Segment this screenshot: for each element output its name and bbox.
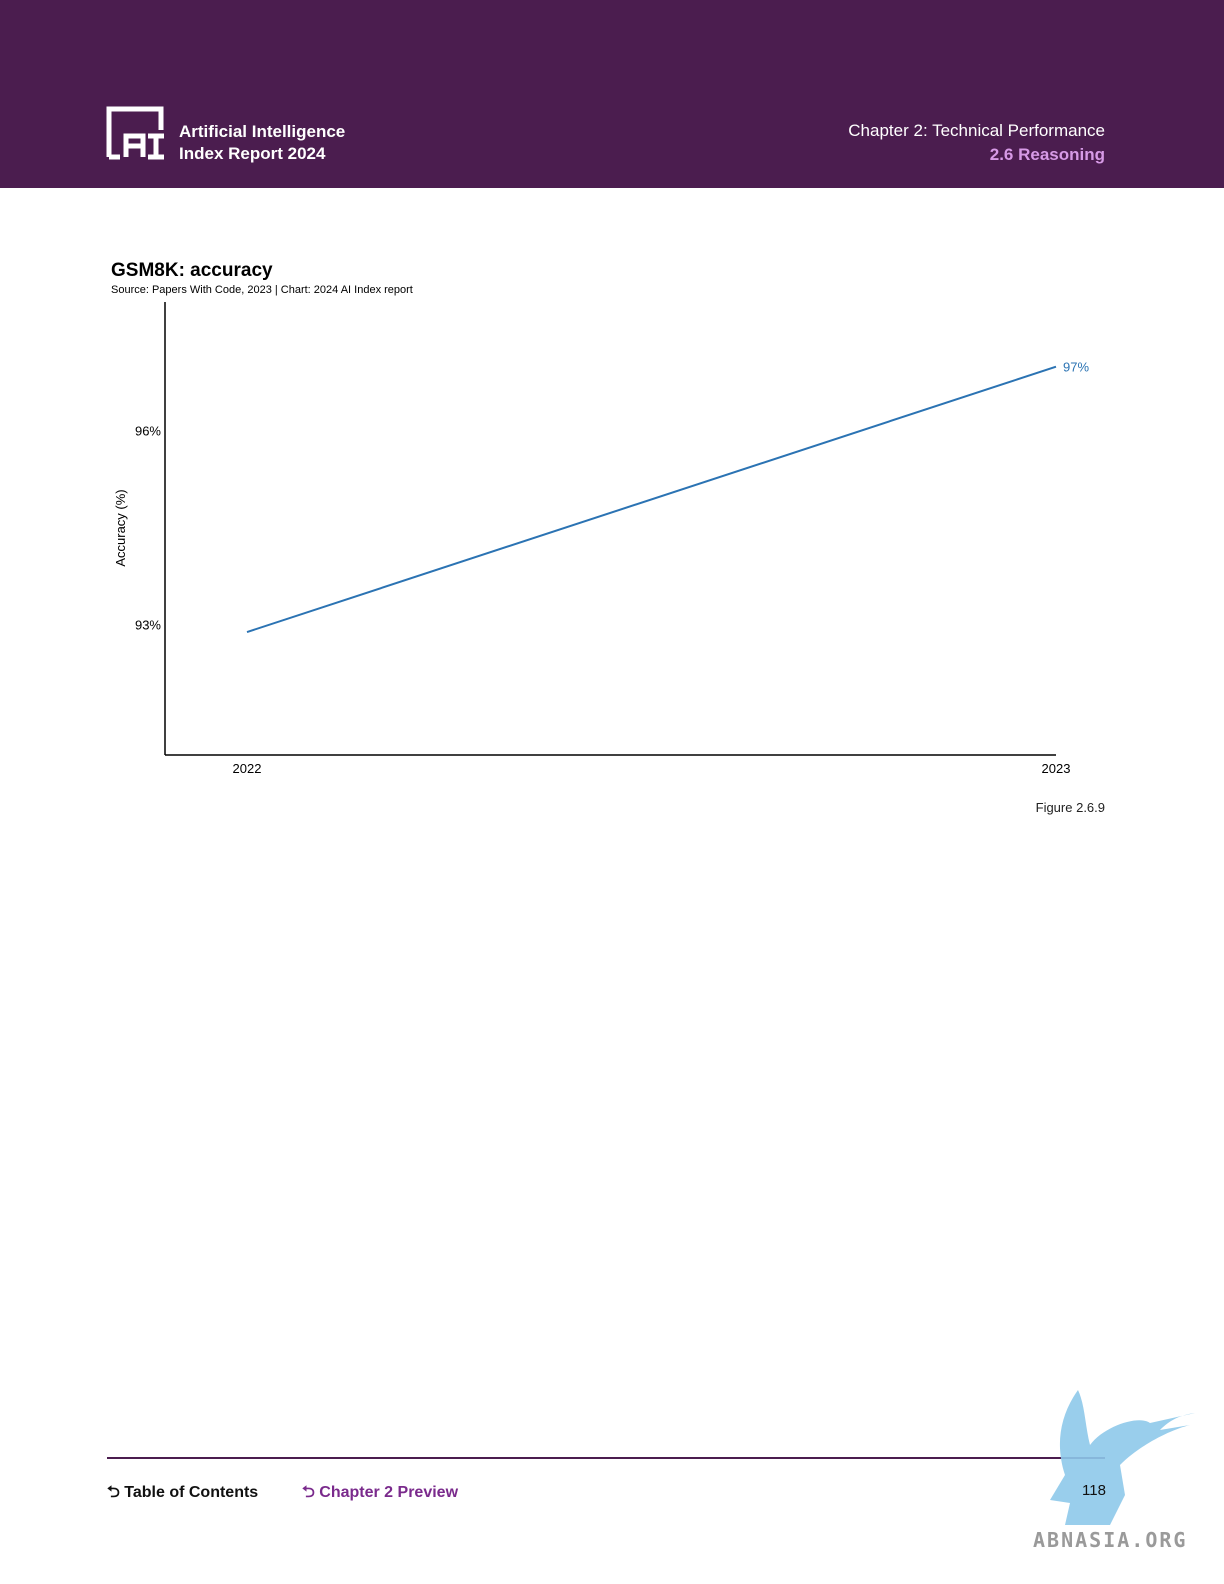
report-header: Artificial Intelligence Index Report 202…: [0, 0, 1224, 188]
series-end-label: 97%: [1063, 360, 1089, 375]
figure-caption: Figure 2.6.9: [1035, 800, 1105, 815]
x-tick-label: 2023: [1042, 761, 1071, 776]
footer-divider: [107, 1457, 1105, 1459]
chapter-preview-link[interactable]: ⮌ Chapter 2 Preview: [302, 1481, 458, 1508]
ai-index-logo: [106, 106, 164, 160]
y-tick-label: 96%: [135, 423, 161, 438]
return-arrow-icon: ⮌: [107, 1484, 120, 1501]
y-tick-label: 93%: [135, 618, 161, 633]
report-title-line2: Index Report 2024: [179, 144, 326, 163]
line-chart: Accuracy (%) 93% 96% 2022 2023 97%: [113, 302, 1089, 776]
section-title: 2.6 Reasoning: [989, 145, 1105, 164]
page-number: 118: [1082, 1482, 1106, 1499]
griffin-watermark: ABNASIA.ORG: [1033, 1390, 1195, 1552]
table-of-contents-label: Table of Contents: [124, 1484, 259, 1501]
chart-title: GSM8K: accuracy: [111, 260, 273, 281]
table-of-contents-link[interactable]: ⮌ Table of Contents: [107, 1481, 258, 1508]
chapter-block: Chapter 2: Technical Performance 2.6 Rea…: [848, 119, 1105, 167]
return-arrow-icon: ⮌: [302, 1484, 315, 1501]
chart-source: Source: Papers With Code, 2023 | Chart: …: [111, 284, 413, 296]
report-title: Artificial Intelligence Index Report 202…: [179, 121, 345, 165]
x-tick-label: 2022: [233, 761, 262, 776]
report-title-line1: Artificial Intelligence: [179, 122, 346, 141]
series-line: [246, 365, 1057, 633]
watermark-text: ABNASIA.ORG: [1033, 1528, 1187, 1552]
y-axis-label: Accuracy (%): [113, 489, 128, 566]
chapter-preview-label: Chapter 2 Preview: [319, 1484, 459, 1501]
chapter-title: Chapter 2: Technical Performance: [848, 121, 1105, 140]
